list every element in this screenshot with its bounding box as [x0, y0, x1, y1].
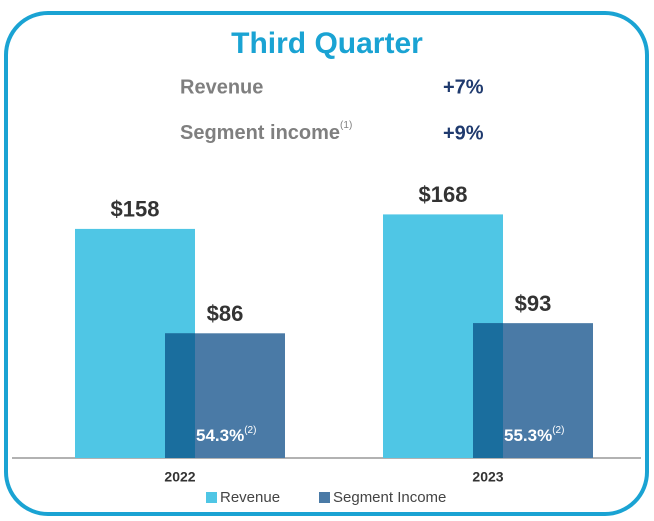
overlap	[165, 333, 195, 458]
legend-swatch	[206, 492, 217, 503]
margin-label: 54.3%(2)	[196, 425, 256, 446]
x-tick-label: 2023	[472, 469, 503, 485]
margin-value: 54.3%	[196, 426, 244, 445]
value-label: $158	[111, 197, 160, 222]
margin-note: (2)	[552, 425, 564, 436]
margin-note: (2)	[244, 425, 256, 436]
frame	[4, 11, 649, 516]
x-tick-label: 2022	[164, 469, 195, 485]
legend-label: Segment Income	[333, 489, 446, 506]
value-label: $93	[515, 291, 552, 316]
growth-label: Revenue	[180, 76, 263, 98]
value-label: $168	[419, 182, 468, 207]
value-label: $86	[207, 301, 244, 326]
growth-note: (1)	[340, 120, 352, 131]
growth-label: Segment income(1)	[180, 120, 352, 145]
growth-value: +9%	[443, 122, 484, 144]
margin-label: 55.3%(2)	[504, 425, 564, 446]
legend-label: Revenue	[220, 489, 280, 506]
growth-label-text: Segment income	[180, 122, 340, 144]
legend-swatch	[319, 492, 330, 503]
overlap	[473, 323, 503, 458]
growth-value: +7%	[443, 76, 484, 98]
margin-value: 55.3%	[504, 426, 552, 445]
chart-title: Third Quarter	[231, 27, 423, 60]
